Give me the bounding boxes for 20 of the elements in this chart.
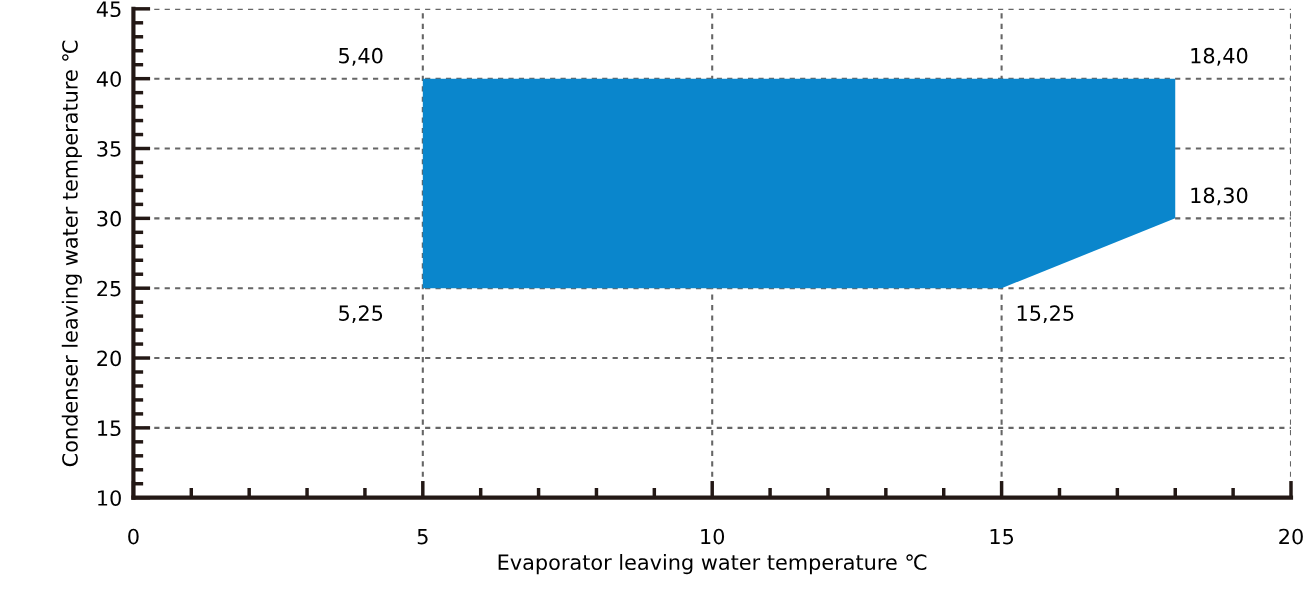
y-tick-label: 30: [97, 210, 121, 227]
y-axis-title: Condenser leaving water temperature ℃: [61, 40, 82, 467]
y-tick-label: 10: [98, 490, 121, 506]
x-tick-label: 0: [128, 528, 139, 545]
annotation: 15,25: [1017, 305, 1074, 324]
y-tick-label: 35: [97, 140, 121, 157]
y-tick-label: 15: [98, 420, 121, 437]
x-tick-label: 5: [417, 528, 428, 545]
x-tick-label: 20: [1279, 528, 1303, 545]
annotation: 18,40: [1191, 47, 1248, 66]
annotation: 18,30: [1191, 187, 1248, 206]
annotation: 5,25: [339, 305, 383, 324]
y-tick-label: 20: [97, 350, 121, 367]
annotation: 5,40: [339, 47, 383, 66]
x-tick-label: 15: [990, 528, 1014, 545]
y-tick-label: 25: [97, 280, 121, 297]
y-tick-label: 45: [96, 1, 121, 18]
y-tick-label: 40: [96, 71, 121, 87]
x-axis-title: Evaporator leaving water temperature ℃: [498, 553, 927, 575]
x-tick-label: 10: [701, 528, 725, 545]
